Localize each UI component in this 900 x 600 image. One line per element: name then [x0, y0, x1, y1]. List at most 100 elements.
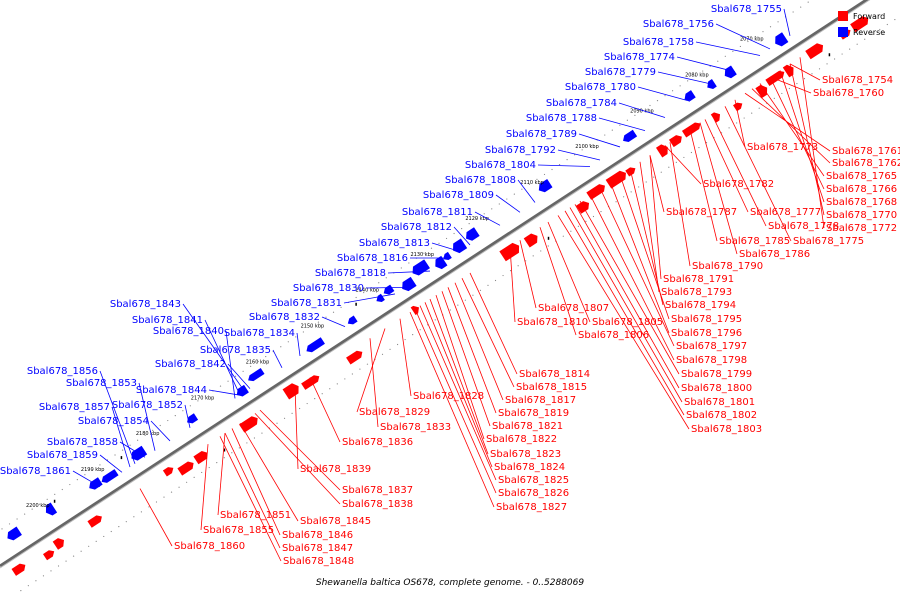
reverse-gene-leader [517, 179, 536, 203]
forward-gene-label: Sbal678_1787 [666, 207, 737, 218]
guide-dot [95, 540, 97, 542]
guide-dot [521, 188, 523, 190]
reverse-gene-label: Sbal678_1843 [110, 299, 181, 310]
guide-dot [246, 442, 248, 444]
forward-gene-label: Sbal678_1821 [492, 421, 563, 432]
forward-gene-label: Sbal678_1791 [663, 274, 734, 285]
guide-dot [114, 454, 116, 456]
guide-dot [513, 193, 515, 195]
guide-dot [638, 186, 640, 188]
guide-dot [494, 279, 497, 282]
reverse-gene-leader [227, 363, 251, 389]
reverse-gene-label: Sbal678_1774 [604, 52, 675, 63]
guide-dot [148, 506, 150, 508]
guide-dot [773, 97, 775, 99]
guide-dot [404, 338, 406, 341]
forward-gene-label: Sbal678_1805 [592, 317, 663, 328]
forward-gene-label: Sbal678_1766 [826, 184, 897, 195]
small-feature-mark [120, 456, 123, 460]
forward-gene-leader [609, 181, 670, 334]
forward-gene-leader [254, 413, 341, 505]
genome-title: Shewanella baltica OS678, complete genom… [315, 578, 585, 588]
forward-gene-leader [509, 246, 516, 323]
forward-gene-leader [769, 76, 825, 190]
reverse-gene-mark [7, 526, 22, 541]
guide-dot [434, 319, 436, 321]
forward-gene-label: Sbal678_1798 [676, 355, 747, 366]
reverse-gene-label: Sbal678_1856 [27, 366, 98, 377]
guide-dot [687, 80, 689, 82]
guide-dot [261, 432, 263, 434]
guide-dot [671, 90, 674, 92]
guide-dot [366, 363, 369, 365]
forward-gene-mark [681, 122, 701, 138]
guide-dot [423, 252, 425, 254]
forward-gene-leader [547, 221, 591, 323]
reverse-gene-leader [453, 226, 471, 246]
guide-dot [155, 501, 158, 503]
small-feature-mark [828, 53, 831, 57]
forward-gene-label: Sbal678_1806 [578, 330, 649, 341]
guide-dot [747, 40, 749, 43]
guide-dot [528, 183, 531, 185]
guide-dot [751, 112, 753, 114]
guide-dot [445, 237, 448, 240]
forward-gene-leader [419, 305, 497, 481]
tick-label: 2160 kbp [246, 359, 270, 365]
reverse-gene-mark [443, 251, 452, 261]
guide-dot [615, 201, 617, 203]
guide-dot [72, 555, 75, 557]
reverse-gene-leader [321, 316, 346, 327]
forward-gene-leader [734, 99, 746, 148]
guide-dot [65, 560, 67, 562]
guide-dot [547, 245, 549, 247]
forward-gene-leader [649, 155, 665, 213]
guide-dot [54, 493, 56, 495]
tick-label: 2070 kbp [740, 37, 764, 43]
guide-dot [39, 503, 41, 505]
guide-dot [242, 370, 244, 372]
forward-gene-leader [751, 88, 831, 164]
guide-dot [668, 166, 670, 168]
guide-dot [88, 545, 90, 547]
reverse-gene-label: Sbal678_1758 [623, 37, 694, 48]
reverse-gene-mark [376, 293, 385, 302]
forward-gene-label: Sbal678_1799 [681, 369, 752, 380]
guide-dot [329, 388, 331, 390]
reverse-gene-leader [474, 211, 501, 226]
guide-dot [438, 242, 440, 244]
reverse-gene-label: Sbal678_1835 [200, 345, 271, 356]
forward-gene-leader [294, 387, 299, 470]
forward-gene-mark [733, 102, 743, 112]
forward-gene-label: Sbal678_1848 [283, 556, 354, 567]
forward-gene-label: Sbal678_1778 [768, 221, 839, 232]
forward-gene-label: Sbal678_1754 [822, 75, 893, 86]
guide-dot [355, 296, 357, 299]
guide-dot [461, 227, 463, 230]
reverse-gene-leader [72, 470, 101, 488]
guide-dot [332, 311, 335, 313]
guide-dot [577, 225, 580, 227]
reverse-gene-label: Sbal678_1813 [359, 238, 430, 249]
forward-gene-label: Sbal678_1829 [359, 407, 430, 418]
reverse-gene-leader [495, 194, 521, 213]
guide-dot [385, 277, 387, 279]
guide-dot [728, 127, 730, 129]
guide-dot [660, 171, 662, 173]
reverse-gene-label: Sbal678_1808 [445, 175, 516, 186]
guide-dot [649, 104, 651, 107]
forward-gene-label: Sbal678_1823 [490, 449, 561, 460]
reverse-gene-mark [236, 384, 249, 397]
guide-dot [310, 326, 312, 328]
reverse-gene-mark [89, 477, 103, 490]
guide-dot [754, 35, 757, 38]
reverse-gene-mark [45, 502, 58, 516]
forward-gene-leader [369, 338, 379, 428]
reverse-gene-leader [618, 102, 666, 118]
guide-dot [762, 31, 764, 33]
tick-label: 2120 kbp [465, 216, 489, 222]
reverse-gene-leader [182, 303, 246, 393]
guide-dot [340, 306, 342, 308]
guide-dot [1, 528, 3, 530]
